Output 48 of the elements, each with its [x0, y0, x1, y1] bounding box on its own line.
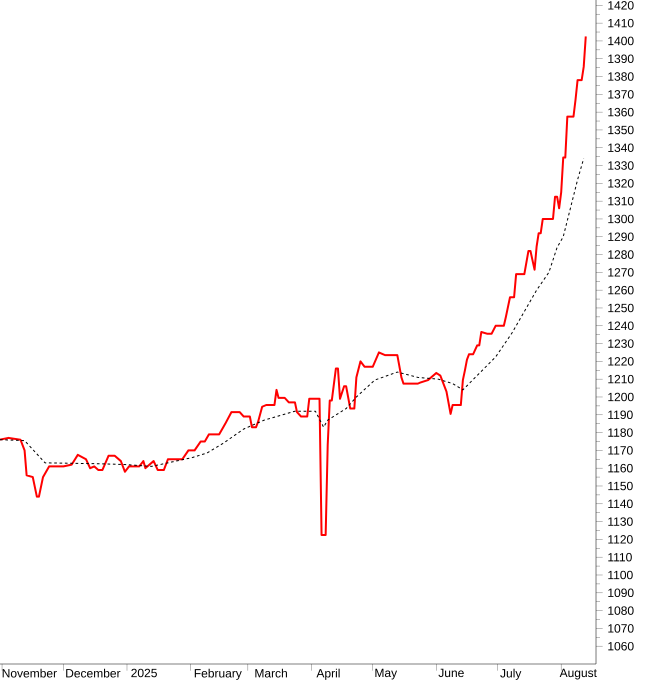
y-tick-label: 1340 [608, 143, 634, 152]
y-tick-label: 1200 [608, 392, 634, 402]
x-tick-label: February [194, 668, 242, 680]
x-tick-label: July [500, 668, 522, 680]
y-tick-label: 1110 [608, 552, 632, 562]
x-tick-label: December [66, 668, 120, 678]
x-tick-label: April [316, 668, 340, 680]
x-tick-label: November [2, 668, 57, 678]
y-tick-label: 1230 [608, 339, 634, 348]
y-tick-label: 1260 [608, 286, 634, 294]
y-tick-label: 1140 [608, 500, 633, 508]
y-tick-label: 1390 [608, 54, 634, 63]
y-tick-label: 1380 [608, 72, 634, 81]
y-tick-label: 1080 [608, 606, 634, 615]
y-tick-label: 1070 [608, 624, 634, 633]
y-tick-label: 1270 [608, 268, 634, 277]
y-tick-label: 1190 [608, 410, 633, 420]
y-tick-label: 1360 [608, 108, 634, 116]
y-tick-label: 1210 [608, 374, 634, 384]
y-tick-label: 1420 [608, 1, 634, 10]
y-tick-label: 1400 [608, 36, 634, 46]
y-tick-label: 1310 [608, 196, 634, 206]
y-tick-label: 1120 [608, 535, 633, 544]
x-tick-label: March [255, 668, 287, 678]
y-tick-label: 1170 [608, 446, 633, 455]
y-tick-label: 1180 [608, 428, 633, 437]
y-tick-label: 1090 [608, 588, 634, 598]
line-series [0, 35, 587, 536]
y-tick-label: 1410 [608, 18, 634, 28]
y-tick-label: 1350 [608, 126, 634, 134]
y-tick-label: 1280 [608, 250, 634, 259]
y-tick-label: 1290 [608, 232, 634, 242]
y-tick-label: 1300 [608, 214, 634, 224]
y-tick-label: 1130 [608, 517, 633, 526]
y-tick-label: 1150 [608, 482, 633, 490]
y-tick-label: 1100 [608, 570, 633, 580]
x-tick-label: 2025 [131, 668, 157, 678]
y-tick-label: 1240 [608, 322, 634, 330]
x-tick-label: August [560, 668, 597, 680]
y-tick-label: 1330 [608, 161, 634, 170]
y-tick-label: 1220 [608, 357, 634, 366]
x-tick-label: May [375, 668, 398, 680]
y-tick-label: 1060 [608, 642, 634, 650]
y-tick-label: 1250 [608, 304, 634, 312]
y-tick-label: 1320 [608, 179, 634, 188]
y-tick-label: 1370 [608, 90, 634, 99]
x-tick-label: June [438, 668, 464, 678]
y-tick-label: 1160 [608, 464, 633, 472]
